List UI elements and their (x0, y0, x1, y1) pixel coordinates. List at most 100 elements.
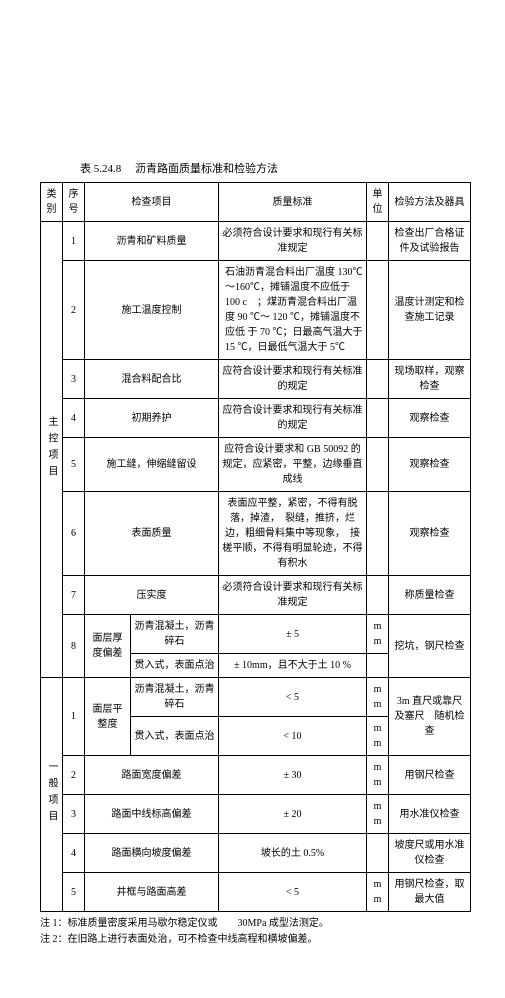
unit: mm (367, 615, 389, 654)
method: 观察检查 (389, 438, 471, 492)
seq: 4 (63, 399, 85, 438)
std: 应符合设计要求和现行有关标准的规定 (219, 399, 367, 438)
unit (367, 654, 389, 678)
item: 路面中线标高偏差 (85, 795, 219, 834)
item: 贯入式，表面点治 (131, 717, 219, 756)
method: 3m 直尺或靠尺及塞尺 随机检查 (389, 678, 471, 756)
unit (367, 261, 389, 360)
method: 用钢尺检查，取最大值 (389, 873, 471, 912)
std: 应符合设计要求和现行有关标准的规定 (219, 360, 367, 399)
item: 压实度 (85, 576, 219, 615)
table-row: 3 路面中线标高偏差 ± 20 mm 用水准仪检查 (41, 795, 471, 834)
table-row: 2 路面宽度偏差 ± 30 mm 用钢尺检查 (41, 756, 471, 795)
method: 挖坑，钢尺检查 (389, 615, 471, 678)
table-row: 7 压实度 必须符合设计要求和现行有关标准规定 称质量检查 (41, 576, 471, 615)
table-row: 5 施工缝，伸缩缝留设 应符合设计要求和 GB 50092 的规定，应紧密，平整… (41, 438, 471, 492)
unit (367, 399, 389, 438)
head-std: 质量标准 (219, 183, 367, 222)
item: 表面质量 (85, 492, 219, 576)
table-row: 5 井框与路面高差 < 5 mm 用钢尺检查，取最大值 (41, 873, 471, 912)
table-row: 4 初期养护 应符合设计要求和现行有关标准的规定 观察检查 (41, 399, 471, 438)
unit: mm (367, 756, 389, 795)
table-row: 6 表面质量 表面应平整，紧密，不得有脱落，掉渣， 裂缝，推挤，烂边，粗细骨料集… (41, 492, 471, 576)
category-cell-general: 一 般 项 目 (41, 678, 63, 912)
table-row: 3 混合料配合比 应符合设计要求和现行有关标准的规定 现场取样，观察检查 (41, 360, 471, 399)
seq: 5 (63, 438, 85, 492)
page: 表 5.24.8 沥青路面质量标准和检验方法 类别 序号 检查项目 质量标准 单… (40, 50, 470, 948)
seq: 4 (63, 834, 85, 873)
head-method: 检验方法及器具 (389, 183, 471, 222)
std: < 5 (219, 678, 367, 717)
item: 混合料配合比 (85, 360, 219, 399)
seq: 2 (63, 756, 85, 795)
table-row: 2 施工温度控制 石油沥青混合料出厂温度 130℃～160℃，摊铺温度不应低于 … (41, 261, 471, 360)
unit (367, 576, 389, 615)
std: ± 5 (219, 615, 367, 654)
note-2: 注 2：在旧路上进行表面处治，可不检查中线高程和横坡偏差。 (40, 932, 470, 948)
unit (367, 492, 389, 576)
caption-prefix: 表 5.24.8 (80, 163, 121, 175)
head-unit: 单位 (367, 183, 389, 222)
subitem: 面层平整度 (85, 678, 131, 756)
seq: 1 (63, 678, 85, 756)
std: ± 20 (219, 795, 367, 834)
category-cell-main: 主 控 项 目 (41, 222, 63, 678)
seq: 3 (63, 795, 85, 834)
item: 井框与路面高差 (85, 873, 219, 912)
item: 施工温度控制 (85, 261, 219, 360)
std: 必须符合设计要求和现行有关标准规定 (219, 576, 367, 615)
item: 沥青和矿料质量 (85, 222, 219, 261)
caption-text: 沥青路面质量标准和检验方法 (135, 163, 278, 175)
unit: mm (367, 717, 389, 756)
item: 沥青混凝土，沥青碎石 (131, 678, 219, 717)
table-row: 4 路面横向坡度偏差 坡长的土 0.5% 坡度尺或用水准仪检查 (41, 834, 471, 873)
seq: 1 (63, 222, 85, 261)
seq: 5 (63, 873, 85, 912)
method: 用水准仪检查 (389, 795, 471, 834)
table-row: 一 般 项 目 1 面层平整度 沥青混凝土，沥青碎石 < 5 mm 3m 直尺或… (41, 678, 471, 717)
table-row: 主 控 项 目 1 沥青和矿料质量 必须符合设计要求和现行有关标准规定 检查出厂… (41, 222, 471, 261)
table-row: 8 面层厚度偏差 沥青混凝土，沥青碎石 ± 5 mm 挖坑，钢尺检查 (41, 615, 471, 654)
unit (367, 222, 389, 261)
item: 路面宽度偏差 (85, 756, 219, 795)
notes: 注 1：标准质量密度采用马歇尔稳定仪或 30MPa 成型法测定。 注 2：在旧路… (40, 916, 470, 948)
item: 沥青混凝土，沥青碎石 (131, 615, 219, 654)
item: 贯入式，表面点治 (131, 654, 219, 678)
std: < 10 (219, 717, 367, 756)
method: 称质量检查 (389, 576, 471, 615)
head-item: 检查项目 (85, 183, 219, 222)
method: 温度计测定和检查施工记录 (389, 261, 471, 360)
unit (367, 834, 389, 873)
std: ± 30 (219, 756, 367, 795)
method: 坡度尺或用水准仪检查 (389, 834, 471, 873)
seq: 2 (63, 261, 85, 360)
subitem: 面层厚度偏差 (85, 615, 131, 678)
std: 坡长的土 0.5% (219, 834, 367, 873)
head-seq: 序号 (63, 183, 85, 222)
note-1: 注 1：标准质量密度采用马歇尔稳定仪或 30MPa 成型法测定。 (40, 916, 470, 932)
method: 检查出厂合格证件及试验报告 (389, 222, 471, 261)
item: 初期养护 (85, 399, 219, 438)
item: 施工缝，伸缩缝留设 (85, 438, 219, 492)
seq: 6 (63, 492, 85, 576)
std: 表面应平整，紧密，不得有脱落，掉渣， 裂缝，推挤，烂边，粗细骨料集中等现象， 接… (219, 492, 367, 576)
method: 观察检查 (389, 399, 471, 438)
std: 石油沥青混合料出厂温度 130℃～160℃，摊铺温度不应低于 100 c ；煤沥… (219, 261, 367, 360)
std: 必须符合设计要求和现行有关标准规定 (219, 222, 367, 261)
std: ± 10mm，且不大于土 10 % (219, 654, 367, 678)
unit (367, 360, 389, 399)
table-caption: 表 5.24.8 沥青路面质量标准和检验方法 (40, 160, 470, 176)
seq: 7 (63, 576, 85, 615)
unit: mm (367, 678, 389, 717)
unit: mm (367, 873, 389, 912)
table-header-row: 类别 序号 检查项目 质量标准 单位 检验方法及器具 (41, 183, 471, 222)
method: 现场取样，观察检查 (389, 360, 471, 399)
unit (367, 438, 389, 492)
item: 路面横向坡度偏差 (85, 834, 219, 873)
seq: 8 (63, 615, 85, 678)
std: 应符合设计要求和 GB 50092 的规定，应紧密，平整，边缘垂直成线 (219, 438, 367, 492)
seq: 3 (63, 360, 85, 399)
method: 用钢尺检查 (389, 756, 471, 795)
std: < 5 (219, 873, 367, 912)
spec-table: 类别 序号 检查项目 质量标准 单位 检验方法及器具 主 控 项 目 1 沥青和… (40, 182, 471, 912)
